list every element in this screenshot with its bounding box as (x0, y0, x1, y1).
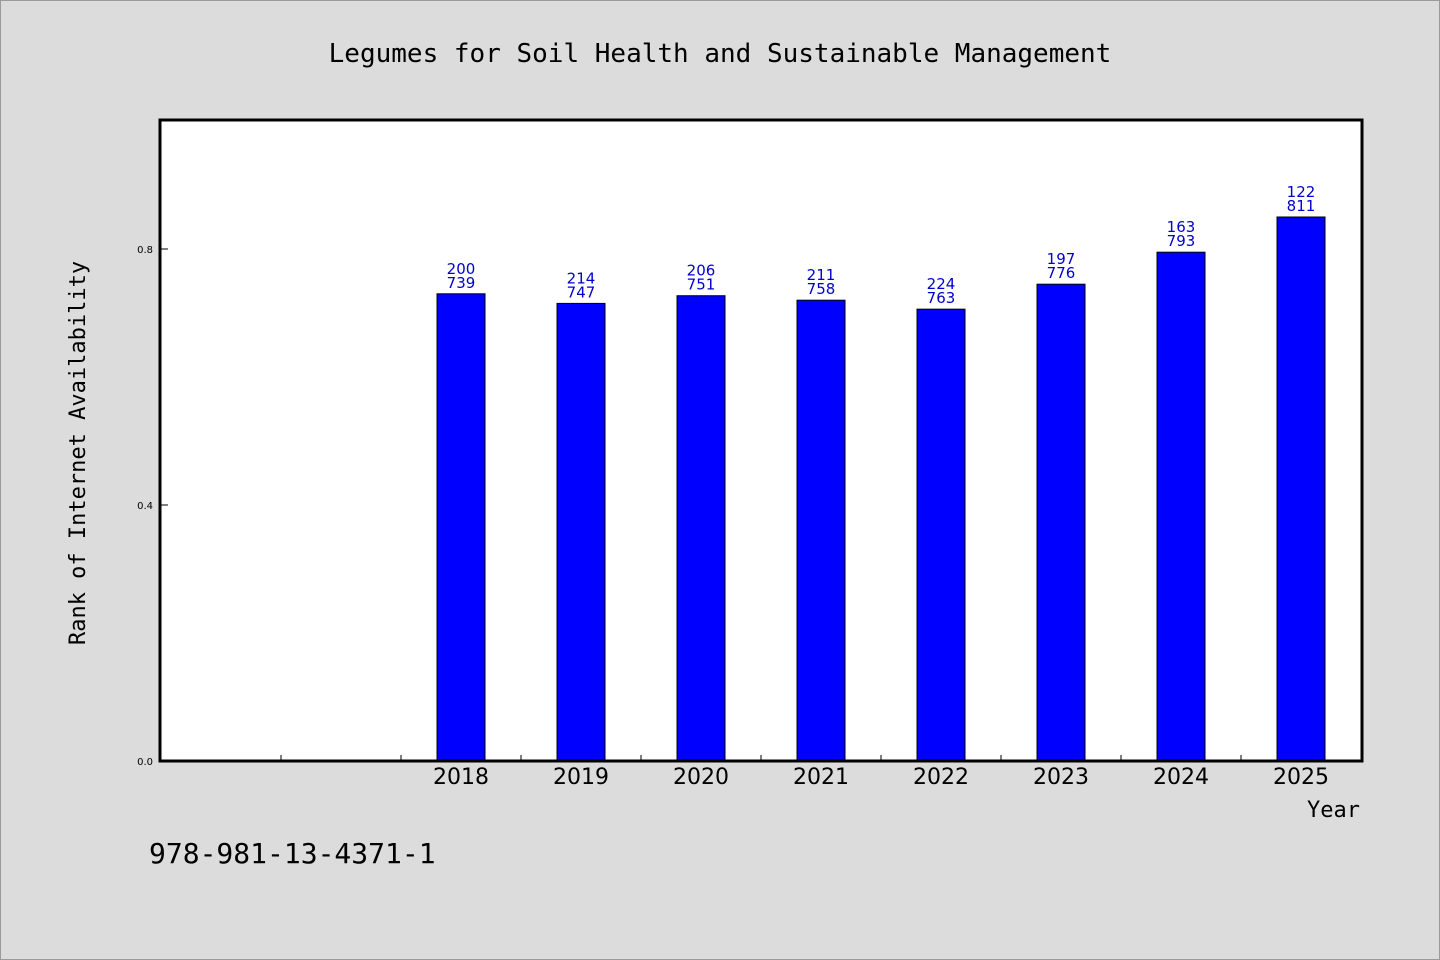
data-label-bottom-2020: 751 (687, 276, 716, 294)
x-axis-label: Year (1307, 798, 1360, 823)
bar-2018 (436, 293, 486, 762)
data-label-bottom-2018: 739 (447, 274, 476, 292)
bar-2022 (916, 308, 966, 762)
data-label-bottom-2023: 776 (1047, 264, 1076, 282)
x-tick-label-2019: 2019 (553, 765, 609, 790)
y-axis-label: Rank of Internet Availability (66, 261, 91, 645)
x-tick-label-2023: 2023 (1033, 765, 1089, 790)
data-label-bottom-2022: 763 (927, 289, 956, 307)
bar-2019 (556, 302, 606, 762)
data-label-bottom-2024: 793 (1167, 232, 1196, 250)
data-label-bottom-2021: 758 (807, 280, 836, 298)
data-label-top-2018: 200 (447, 260, 476, 278)
data-label-top-2022: 224 (927, 275, 956, 293)
x-tick-label-2022: 2022 (913, 765, 969, 790)
bar-2024 (1156, 251, 1206, 762)
y-tick-label: 0.0 (137, 757, 153, 768)
data-label-top-2023: 197 (1047, 250, 1076, 268)
data-label-top-2021: 211 (807, 266, 836, 284)
data-label-bottom-2025: 811 (1287, 197, 1316, 215)
y-tick-label: 0.4 (137, 501, 153, 512)
data-label-bottom-2019: 747 (567, 283, 596, 301)
x-tick-label-2020: 2020 (673, 765, 729, 790)
bar-2025 (1276, 216, 1326, 762)
data-label-top-2024: 163 (1167, 218, 1196, 236)
y-tick-label: 0.8 (137, 245, 153, 256)
bar-2020 (676, 295, 726, 762)
plot-frame (158, 118, 1364, 763)
data-label-top-2025: 122 (1287, 183, 1316, 201)
bars (436, 216, 1326, 762)
x-tick-label-2025: 2025 (1273, 765, 1329, 790)
bar-2021 (796, 299, 846, 762)
isbn-footer: 978-981-13-4371-1 (149, 837, 436, 870)
x-tick-label-2024: 2024 (1153, 765, 1209, 790)
chart-title: Legumes for Soil Health and Sustainable … (329, 39, 1112, 69)
x-tick-label-2018: 2018 (433, 765, 489, 790)
bar-2023 (1036, 283, 1086, 762)
x-tick-label-2021: 2021 (793, 765, 849, 790)
data-label-top-2019: 214 (567, 269, 596, 287)
data-label-top-2020: 206 (687, 262, 716, 280)
